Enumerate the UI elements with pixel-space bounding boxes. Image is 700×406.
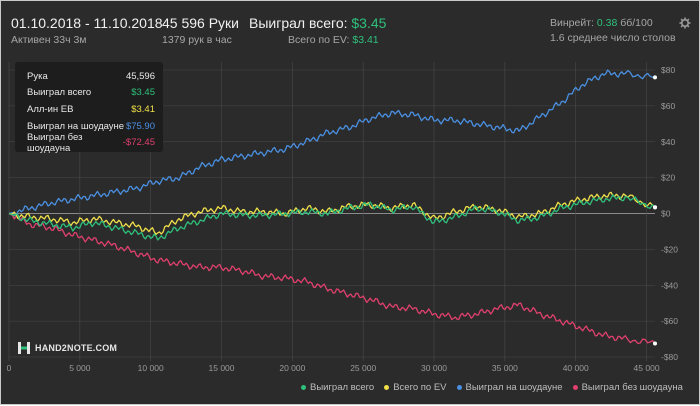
y-axis-ticks: $80 $60 $40 $20 $0 -$20 -$40 -$60 -$80	[661, 65, 678, 362]
series-line	[8, 69, 656, 216]
hands-count: 45 596 Руки	[162, 15, 239, 31]
winrate: Винрейт: 0.38 бб/100	[550, 17, 653, 29]
x-tick-label: 0	[7, 363, 12, 373]
hand2note-logo-icon	[18, 342, 30, 354]
tooltip-value: $3.41	[131, 103, 155, 115]
ev-total: Всего по EV: $3.41	[288, 34, 379, 46]
y-tick-label: -$40	[661, 280, 678, 290]
ev-total-value: $3.41	[352, 34, 379, 46]
tooltip-row: Выиграл всего $3.45	[27, 85, 155, 102]
winrate-label: Винрейт:	[550, 17, 594, 29]
series-line	[8, 194, 656, 241]
legend-label: Выиграл без шоудауна	[581, 382, 683, 393]
ev-total-label: Всего по EV:	[288, 34, 350, 46]
won-total-label: Выиграл всего:	[249, 15, 348, 31]
x-tick-label: 25 000	[350, 363, 376, 373]
series-line	[8, 191, 656, 236]
legend-dot-icon	[572, 385, 578, 390]
y-tick-label: $40	[661, 137, 675, 147]
tooltip-label: Алл-ин EB	[27, 103, 74, 115]
x-axis-ticks: 0 5 000 10 000 15 000 20 000 25 000 30 000 35 0…	[7, 363, 660, 373]
active-time: Активен 33ч 3м	[11, 34, 87, 46]
tooltip-value: $3.45	[131, 87, 155, 99]
legend-label: Всего по EV	[393, 382, 447, 393]
y-tick-label: $0	[661, 209, 671, 219]
date-range[interactable]: 01.10.2018 - 11.10.2018	[11, 15, 163, 31]
tooltip-row: Рука 45,596	[27, 68, 155, 85]
series-end-point	[653, 341, 657, 346]
legend-item[interactable]: Выиграл без шоудауна	[572, 382, 683, 393]
legend-label: Выиграл всего	[310, 382, 375, 393]
series-line	[8, 212, 656, 345]
x-tick-label: 10 000	[138, 363, 164, 373]
legend-dot-icon	[456, 385, 462, 390]
legend-label: Выиграл на шоудауне	[465, 382, 563, 393]
tooltip-row: Алл-ин EB $3.41	[27, 101, 155, 118]
series-end-point	[653, 75, 657, 80]
hands-per-hour: 1379 рук в час	[162, 34, 232, 46]
hand2note-logo-text: HAND2NOTE.COM	[35, 343, 118, 353]
settings-gear-icon[interactable]	[679, 17, 691, 29]
legend-item[interactable]: Всего по EV	[384, 382, 447, 393]
x-tick-label: 15 000	[209, 363, 235, 373]
tooltip-label: Выиграл на шоудауне	[27, 120, 125, 132]
y-tick-label: $20	[661, 173, 675, 183]
y-tick-label: -$80	[661, 352, 678, 362]
legend-dot-icon	[301, 385, 306, 390]
y-tick-label: $80	[661, 65, 675, 75]
tooltip-row: Выиграл без шоудауна -$72.45	[27, 131, 155, 154]
tooltip-value: $75.90	[125, 120, 155, 132]
tooltip-label: Рука	[27, 70, 48, 82]
tooltip-value: -$72.45	[122, 137, 155, 149]
x-tick-label: 45 000	[634, 363, 660, 373]
y-tick-label: -$60	[661, 316, 678, 326]
y-tick-label: $60	[661, 101, 675, 111]
chart-series	[8, 69, 657, 346]
won-total: Выиграл всего: $3.45	[249, 15, 386, 31]
series-end-point	[653, 205, 657, 210]
tooltip-label: Выиграл без шоудауна	[27, 131, 83, 154]
x-tick-label: 20 000	[279, 363, 305, 373]
x-tick-label: 5 000	[69, 363, 91, 373]
won-total-value: $3.45	[351, 15, 387, 31]
winrate-value: 0.38	[596, 17, 618, 29]
hand2note-logo: HAND2NOTE.COM	[17, 341, 117, 355]
x-tick-label: 35 000	[492, 363, 518, 373]
tooltip-label: Выиграл всего	[27, 87, 92, 99]
x-tick-label: 30 000	[421, 363, 447, 373]
x-tick-label: 40 000	[563, 363, 589, 373]
chart-legend: Выиграл всего Всего по EV Выиграл на шоуда…	[301, 382, 683, 393]
winrate-unit: бб/100	[620, 17, 653, 29]
avg-tables: 1.6 среднее число столов	[550, 32, 676, 44]
legend-item[interactable]: Выиграл на шоудауне	[456, 382, 563, 393]
y-tick-label: -$20	[661, 244, 678, 254]
legend-item[interactable]: Выиграл всего	[301, 382, 374, 393]
tooltip-value: 45,596	[125, 70, 155, 82]
hover-tooltip: Рука 45,596 Выиграл всего $3.45 Алл-ин EB $3.…	[15, 62, 163, 154]
tooltip-row: Выиграл на шоудауне $75.90	[27, 118, 155, 135]
legend-dot-icon	[384, 385, 390, 390]
